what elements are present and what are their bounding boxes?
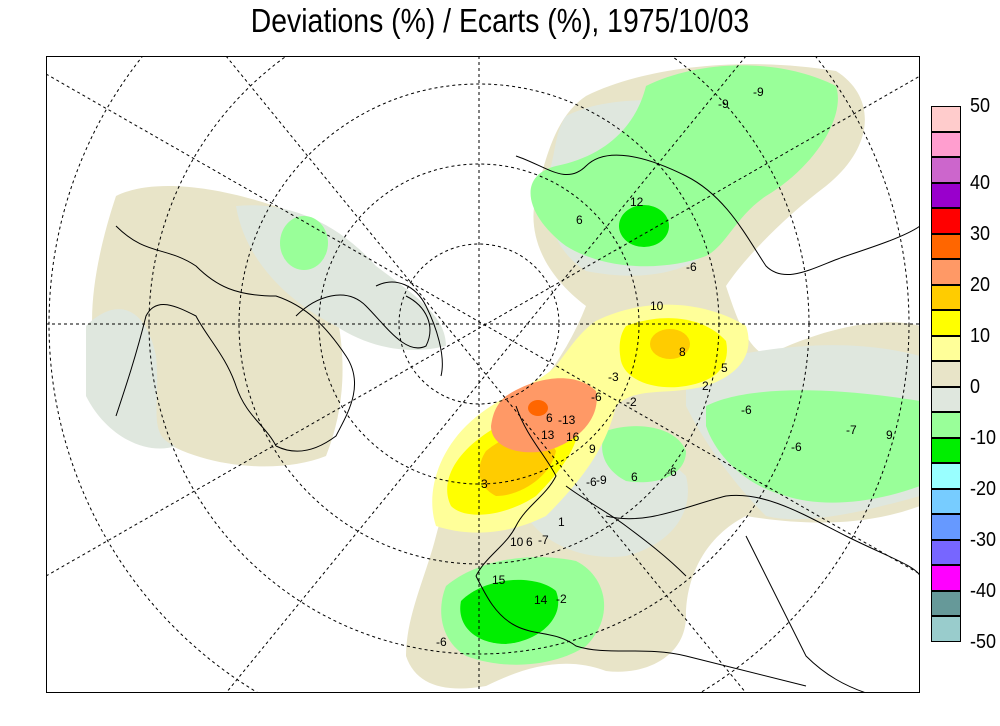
- contour-label: -9: [596, 473, 607, 487]
- anomaly-region-positive-core-a: [650, 329, 690, 359]
- legend-tick-label: -20: [970, 477, 997, 500]
- legend-swatch: [931, 616, 961, 642]
- legend-swatch: [931, 335, 961, 362]
- map-title: Deviations (%) / Ecarts (%), 1975/10/03: [250, 2, 750, 39]
- contour-label: 6: [631, 470, 638, 484]
- contour-label: 16: [566, 430, 580, 444]
- legend-tick-label: -50: [970, 631, 997, 653]
- graticule: [46, 56, 920, 693]
- legend-swatch: [931, 514, 961, 540]
- contour-label: -6: [791, 440, 802, 454]
- contour-label: 6: [576, 213, 583, 227]
- contour-label: -6: [666, 465, 677, 479]
- contour-label: -3: [608, 370, 619, 384]
- contour-label: -6: [436, 635, 447, 649]
- legend-swatch: [931, 386, 961, 413]
- legend-swatch: [931, 463, 961, 489]
- contour-label: 10: [650, 299, 664, 313]
- anomaly-region-negative-china: [602, 426, 686, 483]
- contour-label: -7: [846, 423, 857, 437]
- contour-label: 6: [526, 535, 533, 549]
- anomaly-region-negative-europe-core: [460, 579, 559, 644]
- legend-tick-label: -30: [970, 528, 997, 551]
- legend-swatch: [931, 412, 961, 438]
- contour-label: 5: [721, 361, 728, 375]
- contour-label: 1: [558, 515, 565, 529]
- contour-label: -9: [718, 97, 729, 111]
- legend-swatch: [931, 208, 961, 234]
- contour-label: -2: [626, 395, 637, 409]
- contour-label: -9: [753, 85, 764, 99]
- legend-swatch: [931, 590, 961, 617]
- contour-label: -6: [586, 475, 597, 489]
- legend-swatch: [931, 284, 961, 311]
- contour-label: -6: [741, 403, 752, 417]
- polar-stereographic-map: -9 -9 12 6 -6 -2 10 8 -3 2 6 5 9 13 -13 …: [46, 56, 920, 693]
- legend-tick-label: 20: [970, 273, 991, 296]
- legend-swatch: [931, 539, 961, 566]
- contour-label: 2: [702, 379, 709, 393]
- anomaly-region-strong-positive-core: [528, 400, 548, 416]
- coastlines: [115, 154, 920, 693]
- contour-label: 10: [510, 535, 524, 549]
- legend-swatch: [931, 565, 961, 591]
- anomaly-region-negative-siberia: [706, 390, 920, 503]
- contour-label: -7: [538, 533, 549, 547]
- contour-label: 3: [481, 477, 488, 491]
- legend-swatch: [931, 488, 961, 515]
- legend-swatch: [931, 182, 961, 209]
- contour-labels: -9 -9 12 6 -6 -2 10 8 -3 2 6 5 9 13 -13 …: [436, 85, 893, 649]
- contour-label: -2: [556, 592, 567, 606]
- legend-swatch: [931, 310, 961, 336]
- legend-swatch: [931, 361, 961, 387]
- contour-label: 12: [630, 195, 644, 209]
- anomaly-region-strong-positive: [491, 378, 597, 453]
- contour-label: 15: [492, 573, 506, 587]
- legend-tick-label: 10: [970, 324, 991, 347]
- contour-label: 14: [534, 593, 548, 607]
- legend-swatch: [931, 233, 961, 260]
- legend-tick-label: 40: [970, 171, 991, 194]
- contour-label: 8: [679, 345, 686, 359]
- legend-swatch: [931, 106, 961, 132]
- contour-label: 9: [886, 428, 893, 442]
- legend-tick-label: -40: [970, 579, 997, 602]
- contour-label: -6: [686, 260, 697, 274]
- color-legend: [931, 106, 963, 642]
- legend-swatch: [931, 259, 961, 285]
- legend-swatch: [931, 157, 961, 183]
- legend-swatch: [931, 131, 961, 158]
- legend-tick-label: 30: [970, 222, 991, 245]
- legend-tick-label: 50: [970, 95, 991, 117]
- anomaly-region-negative-northasia: [530, 65, 838, 267]
- anomaly-region-negative-canada: [280, 216, 328, 270]
- legend-tick-label: -10: [970, 426, 997, 449]
- legend-swatch: [931, 437, 961, 464]
- contour-label: 9: [589, 442, 596, 456]
- contour-label: -6: [591, 390, 602, 404]
- legend-tick-label: 0: [970, 375, 981, 398]
- anomaly-region-negative-core-asia: [619, 205, 669, 247]
- contour-label: 13: [541, 428, 555, 442]
- anomaly-region-zero-west: [86, 309, 176, 449]
- contour-label: -13: [558, 413, 576, 427]
- contour-label: 6: [546, 411, 553, 425]
